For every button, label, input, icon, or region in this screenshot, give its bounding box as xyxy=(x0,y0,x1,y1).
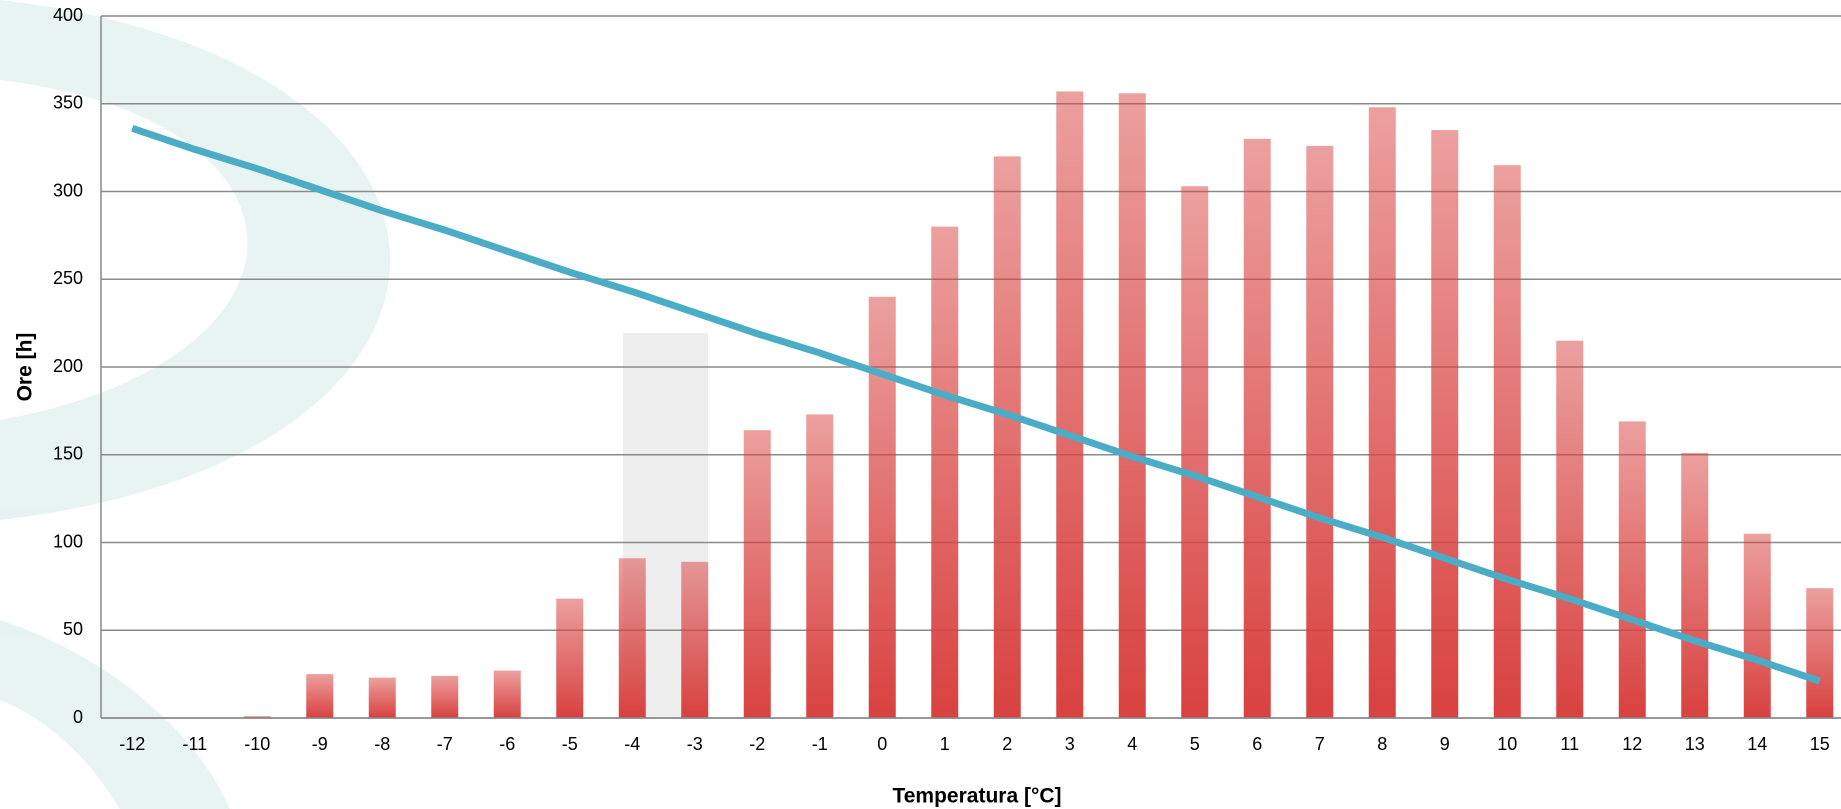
x-tick-label: 3 xyxy=(1065,734,1075,754)
bar xyxy=(1306,145,1334,718)
bar xyxy=(868,296,896,718)
bar xyxy=(931,226,959,718)
x-tick-label: -5 xyxy=(562,734,578,754)
y-tick-label: 150 xyxy=(53,444,83,464)
x-tick-label: -12 xyxy=(119,734,145,754)
x-tick-label: -10 xyxy=(244,734,270,754)
bar xyxy=(556,598,584,718)
bar xyxy=(618,558,646,718)
trend-line xyxy=(131,125,1821,685)
bar xyxy=(806,414,834,718)
x-tick-label: -3 xyxy=(687,734,703,754)
bar xyxy=(243,716,271,718)
bar xyxy=(306,674,334,718)
x-tick-label: -9 xyxy=(312,734,328,754)
x-tick-label: 1 xyxy=(940,734,950,754)
x-axis-title: Temperatura [°C] xyxy=(892,785,1061,808)
x-tick-label: -1 xyxy=(812,734,828,754)
watermark xyxy=(0,0,708,809)
x-tick-label: -4 xyxy=(624,734,640,754)
x-tick-label: 15 xyxy=(1810,734,1830,754)
bar xyxy=(1556,340,1584,718)
y-tick-label: 50 xyxy=(63,619,83,639)
bar xyxy=(493,670,521,718)
y-tick-label: 0 xyxy=(73,707,83,727)
bar xyxy=(1243,138,1271,719)
bar xyxy=(1431,130,1459,718)
x-tick-label: -2 xyxy=(749,734,765,754)
y-tick-label: 300 xyxy=(53,180,83,200)
x-tick-label: 11 xyxy=(1560,734,1579,754)
y-axis-title: Ore [h] xyxy=(14,333,37,402)
y-tick-label: 250 xyxy=(53,268,83,288)
x-tick-label: 5 xyxy=(1190,734,1200,754)
bar xyxy=(743,430,771,718)
x-tick-label: 4 xyxy=(1127,734,1137,754)
bar xyxy=(1368,107,1396,718)
x-tick-label: 7 xyxy=(1315,734,1325,754)
bar xyxy=(1743,533,1771,718)
x-tick-label: 9 xyxy=(1440,734,1450,754)
bar xyxy=(1618,421,1646,718)
bar xyxy=(368,677,396,718)
y-tick-label: 200 xyxy=(53,356,83,376)
bar xyxy=(1056,91,1084,719)
y-tick-label: 400 xyxy=(53,5,83,25)
y-tick-label: 100 xyxy=(53,531,83,551)
bar xyxy=(1681,452,1709,718)
plot xyxy=(131,91,1834,719)
x-tick-label: 13 xyxy=(1685,734,1705,754)
bar xyxy=(1118,93,1146,719)
x-tick-label: 14 xyxy=(1747,734,1767,754)
x-tick-label: 12 xyxy=(1622,734,1642,754)
x-tick-label: -7 xyxy=(437,734,453,754)
x-tick-label: -8 xyxy=(374,734,390,754)
bar xyxy=(1806,588,1834,718)
bar xyxy=(431,675,459,718)
x-tick-label: 0 xyxy=(877,734,887,754)
bar xyxy=(1181,186,1209,719)
x-tick-label: 10 xyxy=(1497,734,1517,754)
x-tick-label: -6 xyxy=(499,734,515,754)
x-tick-label: 8 xyxy=(1377,734,1387,754)
bar xyxy=(681,561,709,718)
y-tick-label: 350 xyxy=(53,93,83,113)
x-tick-label: -11 xyxy=(182,734,207,754)
x-tick-label: 6 xyxy=(1252,734,1262,754)
x-tick-label: 2 xyxy=(1002,734,1012,754)
bar xyxy=(993,156,1021,718)
bar xyxy=(1493,165,1521,719)
